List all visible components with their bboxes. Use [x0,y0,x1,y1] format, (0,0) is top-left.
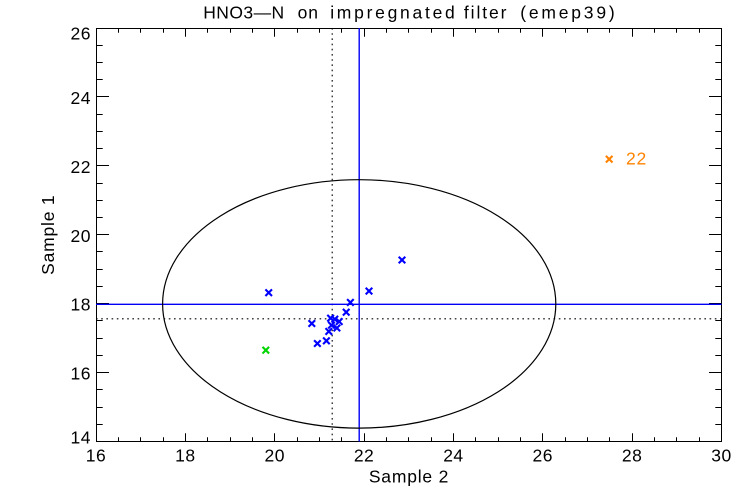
svg-text:Sample 1: Sample 1 [38,195,58,275]
svg-text:22: 22 [71,157,91,177]
svg-text:18: 18 [71,295,91,315]
svg-text:16: 16 [86,446,106,466]
svg-text:(emep39): (emep39) [520,2,617,22]
svg-text:20: 20 [264,446,284,466]
svg-text:22: 22 [354,446,374,466]
svg-text:14: 14 [71,428,91,448]
svg-text:24: 24 [443,446,463,466]
svg-text:28: 28 [622,446,642,466]
svg-text:filter: filter [464,2,508,22]
svg-text:Sample 2: Sample 2 [369,467,449,487]
svg-text:impregnated: impregnated [330,2,457,22]
svg-text:HNO3—N: HNO3—N [203,2,284,22]
svg-text:26: 26 [533,446,553,466]
svg-text:on: on [298,2,319,22]
svg-text:18: 18 [175,446,195,466]
svg-text:16: 16 [71,364,91,384]
svg-text:22: 22 [626,148,647,168]
svg-text:20: 20 [71,226,91,246]
svg-text:30: 30 [711,446,731,466]
svg-text:24: 24 [71,88,91,108]
svg-text:26: 26 [71,23,91,43]
